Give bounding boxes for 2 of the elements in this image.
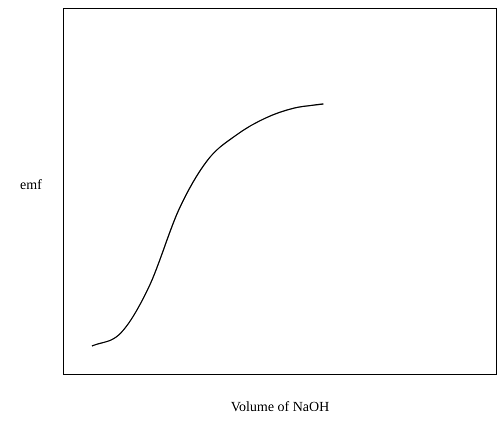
y-axis-title: emf xyxy=(20,178,42,194)
x-axis-title: Volume of NaOH xyxy=(230,400,330,416)
